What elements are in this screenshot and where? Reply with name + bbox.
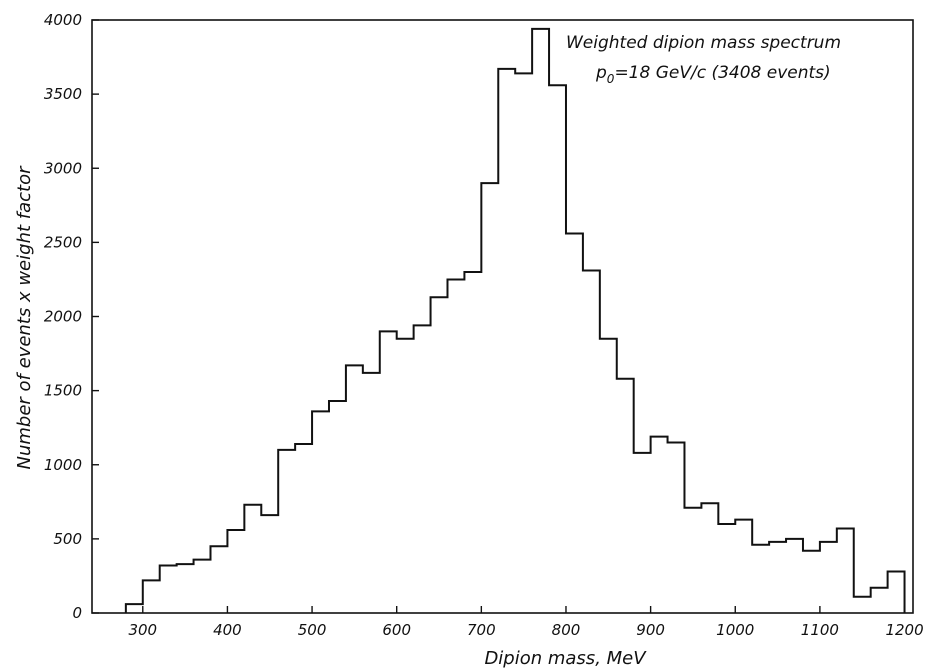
histogram-bin: [227, 530, 244, 613]
x-tick-label: 300: [128, 621, 157, 639]
x-tick-label: 1100: [801, 621, 839, 639]
y-tick-label: 1500: [44, 382, 82, 400]
histogram-bin: [397, 339, 414, 613]
histogram-bin: [684, 508, 701, 613]
histogram-bin: [566, 233, 583, 613]
histogram-bin: [346, 365, 363, 613]
x-axis: 300 400 500 600 700 800 900 1000 1100 1200: [128, 606, 924, 639]
histogram-bin: [329, 401, 346, 613]
histogram-bin: [532, 29, 549, 613]
x-tick-label: 700: [467, 621, 496, 639]
histogram-bin: [651, 437, 668, 613]
y-tick-label: 3500: [44, 85, 82, 103]
x-tick-label: 900: [636, 621, 665, 639]
annotation-line-1: Weighted dipion mass spectrum: [566, 33, 841, 53]
histogram-bin: [888, 571, 905, 613]
y-tick-label: 3000: [44, 159, 82, 177]
histogram-bin: [380, 331, 397, 613]
histogram-bin: [549, 85, 566, 613]
y-tick-label: 2500: [44, 233, 82, 251]
histogram-bin: [668, 443, 685, 613]
y-tick-label: 1000: [44, 456, 82, 474]
histogram-bin: [803, 551, 820, 613]
histogram-bin: [126, 604, 143, 613]
x-tick-label: 800: [552, 621, 581, 639]
y-axis-title: Number of events x weight factor: [14, 165, 35, 470]
histogram-bin: [431, 297, 448, 613]
histogram-bin: [718, 524, 735, 613]
histogram-bin: [583, 271, 600, 613]
histogram-bin: [414, 325, 431, 613]
histogram-bin: [481, 183, 498, 613]
x-tick-label: 1200: [885, 621, 923, 639]
histogram-bin: [447, 279, 464, 613]
y-tick-label: 500: [53, 530, 82, 548]
histogram-bin: [194, 560, 211, 613]
y-tick-label: 2000: [44, 308, 82, 326]
x-tick-label: 500: [298, 621, 327, 639]
x-tick-label: 1000: [716, 621, 754, 639]
histogram-bin: [498, 69, 515, 613]
histogram-bin: [701, 503, 718, 613]
histogram-bin: [261, 515, 278, 613]
annotation-rest: =18 GeV/c (3408 events): [614, 63, 830, 83]
histogram-bin: [312, 411, 329, 613]
annotation-line-2: p0=18 GeV/c (3408 events): [595, 63, 831, 86]
y-tick-label: 0: [72, 604, 82, 622]
histogram-bin: [634, 453, 651, 613]
histogram-bin: [210, 546, 227, 613]
x-axis-title: Dipion mass, MeV: [484, 648, 647, 669]
histogram-bin: [278, 450, 295, 613]
histogram-bin: [854, 597, 871, 613]
annotation-subscript: 0: [607, 72, 615, 86]
histogram-bin: [143, 580, 160, 613]
histogram-bin: [871, 588, 888, 613]
histogram-bin: [735, 520, 752, 613]
x-tick-label: 600: [382, 621, 411, 639]
x-tick-label: 400: [213, 621, 242, 639]
histogram-bin: [769, 542, 786, 613]
histogram-step-line: [124, 27, 906, 613]
y-axis: 0 500 1000 1500 2000 2500 3000 3500 4000: [44, 11, 99, 622]
histogram-bin: [600, 339, 617, 613]
histogram-bin: [752, 545, 769, 613]
histogram-bin: [617, 379, 634, 613]
histogram-bin: [244, 505, 261, 613]
histogram-bin: [820, 542, 837, 613]
histogram-bin: [515, 73, 532, 613]
histogram-bin: [160, 566, 177, 613]
histogram-bin: [786, 539, 803, 613]
y-tick-label: 4000: [44, 11, 82, 29]
histogram-bins: [126, 29, 905, 613]
histogram-bin: [177, 564, 194, 613]
histogram-bin: [295, 444, 312, 613]
histogram-bin: [837, 528, 854, 613]
histogram-bin: [464, 272, 481, 613]
histogram-bin: [363, 373, 380, 613]
annotation-p-symbol: p: [595, 63, 607, 83]
